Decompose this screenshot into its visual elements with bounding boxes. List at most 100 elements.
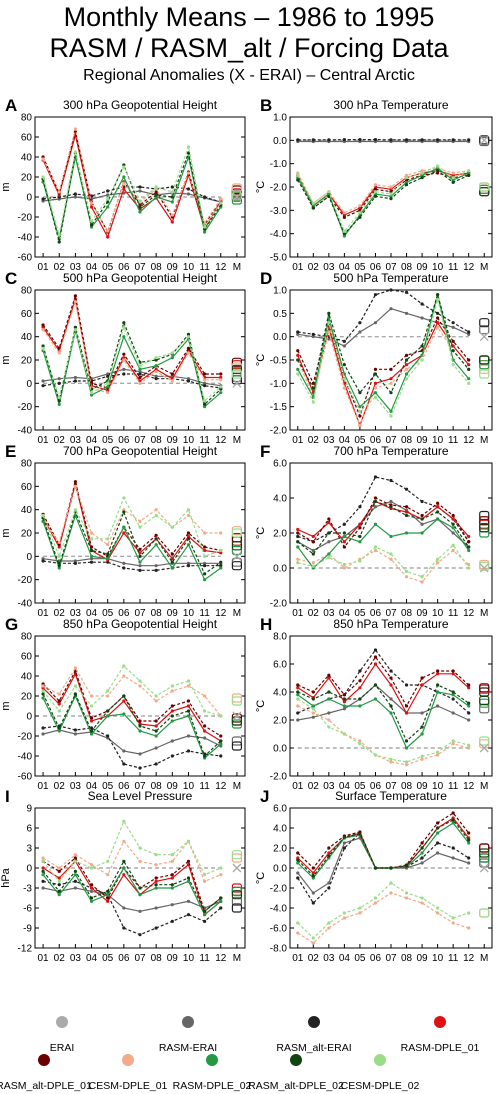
panel-j-ytick-label: -8.0 (270, 944, 288, 955)
panel-e-ytick-label: 40 (21, 505, 33, 516)
panel-h-point-rasm-dple_01 (404, 711, 409, 715)
panel-a-point-rasm-dple_02 (122, 175, 126, 179)
panel-e-ytick-label: 80 (21, 459, 33, 470)
panel-c-point-rasm-dple_02 (138, 367, 142, 371)
panel-f-ytick-label: 4.0 (273, 494, 287, 505)
panel-j-point-cesm-dple_01 (373, 901, 378, 905)
panel-f-point-cesm-dple_01 (311, 561, 315, 565)
panel-g-ytick-label: 40 (21, 672, 33, 683)
panel-j-point-rasm-dple_01 (311, 871, 315, 875)
panel-e-point-cesm-dple_01 (106, 543, 110, 547)
panel-c-point-cesm-dple_02 (73, 328, 77, 332)
panel-g-mean-cesm-dple_02 (231, 696, 243, 706)
panel-a-point-rasm_alt-erai (73, 192, 77, 196)
panel-e-xtick-label: 08 (151, 608, 163, 619)
panel-d-ytick-label: -0.5 (270, 356, 288, 367)
panel-c-point-rasm-dple_01 (106, 388, 110, 392)
panel-e-line-rasm_alt-dple_01 (42, 481, 221, 558)
panel-e-title: 700 hPa Geopotential Height (63, 444, 218, 458)
panel-h-point-cesm-dple_01 (404, 763, 409, 767)
panel-h-point-rasm_alt-dple_02 (311, 697, 315, 701)
panel-h-point-rasm-erai (467, 718, 471, 722)
panel-c-xtick-label: 06 (118, 435, 130, 446)
panel-j-point-rasm-dple_02 (436, 831, 440, 835)
panel-i-point-rasm-dple_02 (73, 873, 77, 877)
panel-c-point-cesm-dple_02 (89, 391, 94, 395)
panel-h-line-rasm-erai (297, 684, 469, 721)
panel-f-ytick-label: 2.0 (273, 529, 287, 540)
panel-e-point-cesm-dple_02 (41, 513, 45, 518)
panel-b-point-rasm_alt-dple_02 (373, 194, 378, 198)
panel-j-mean-erai (479, 863, 489, 873)
panel-i-point-rasm_alt-erai (203, 919, 207, 923)
panel-g-line-rasm_alt-erai (43, 725, 221, 769)
panel-h-point-rasm_alt-erai (451, 697, 455, 701)
panel-g-mean-rasm_alt-erai (231, 741, 243, 751)
panel-g-ytick-label: 20 (21, 692, 33, 703)
panel-g-xtick-label: 09 (167, 781, 179, 792)
panel-g-title: 850 hPa Geopotential Height (63, 617, 218, 631)
panel-c-point-cesm-dple_02 (106, 381, 110, 385)
panel-j-point-cesm-dple_02 (404, 891, 409, 895)
panel-f-mean-rasm_alt-erai (479, 510, 490, 521)
panel-e-point-cesm-dple_02 (57, 554, 61, 558)
panel-h-point-rasm_alt-dple_02 (389, 704, 393, 708)
panel-j-point-cesm-dple_02 (451, 916, 455, 920)
panel-d-letter: D (260, 269, 272, 288)
panel-g-mean-erai (232, 711, 242, 721)
panel-e-point-rasm_alt-erai (106, 560, 110, 564)
panel-f-ytick-label: 0.0 (273, 564, 287, 575)
panel-f-point-rasm_alt-dple_01 (358, 526, 362, 530)
panel-h-point-rasm-dple_02 (467, 704, 471, 708)
panel-j-point-rasm_alt-dple_01 (467, 831, 471, 835)
panel-f-point-rasm_alt-dple_02 (311, 552, 315, 556)
panel-g-line-rasm-dple_01 (42, 672, 222, 742)
panel-j-point-cesm-dple_02 (327, 921, 331, 925)
panel-e-point-rasm_alt-erai (186, 564, 191, 568)
panel-a-xtick-label: M (233, 262, 241, 273)
panel-c-point-rasm-erai (203, 381, 207, 385)
panel-g-point-rasm_alt-dple_02 (57, 726, 61, 730)
panel-f-xtick-label: 10 (432, 608, 444, 619)
panel-i-point-rasm_alt-erai (154, 926, 158, 930)
panel-d-xtick-label: 05 (354, 435, 366, 446)
panel-d-point-rasm-dple_01 (404, 363, 409, 367)
panel-e-xtick-label: 06 (118, 608, 130, 619)
panel-e-point-rasm-dple_01 (203, 548, 207, 553)
panel-d-mean-cesm-dple_02 (479, 369, 490, 379)
panel-g-line-rasm-dple_02 (42, 694, 222, 760)
panel-a-point-rasm-dple_02 (138, 210, 142, 214)
panel-f-point-cesm-dple_01 (404, 575, 409, 579)
panel-g-point-rasm-erai (122, 749, 126, 753)
panel-i-ytick-label: 3 (26, 844, 32, 855)
panel-h-point-rasm-dple_02 (436, 690, 440, 694)
panel-i-xtick-label: 09 (167, 953, 179, 964)
panel-i-point-cesm-dple_02 (219, 866, 223, 870)
panel-d-ytick-label: 0.0 (273, 332, 287, 343)
panel-h-mean-rasm_alt-dple_01 (479, 683, 490, 693)
panel-g-point-cesm-dple_01 (170, 689, 174, 693)
panel-b-ytick-label: -3.0 (270, 206, 288, 217)
panel-i-point-rasm_alt-dple_02 (122, 859, 126, 863)
panel-f-title: 700 hPa Temperature (333, 444, 449, 458)
panel-h-point-rasm-dple_02 (451, 693, 455, 697)
panel-f-point-rasm_alt-dple_01 (467, 540, 471, 544)
panel-a-point-rasm_alt-erai (138, 185, 142, 189)
panel-d-mean-rasm-erai (479, 325, 490, 335)
panel-b-line-rasm_alt-dple_02 (297, 170, 469, 235)
panel-h-point-rasm-erai (451, 711, 455, 715)
panel-g-ytick-label: -40 (18, 752, 33, 763)
panel-i-mean-cesm-dple_02 (231, 850, 243, 860)
panel-e-ytick-label: 60 (21, 482, 33, 493)
panel-c-line-rasm_alt-dple_01 (42, 295, 221, 389)
panel-a-point-cesm-dple_02 (57, 233, 61, 237)
panel-b-ytick-label: 0.0 (273, 136, 287, 147)
panel-e-point-rasm_alt-dple_01 (186, 531, 191, 535)
panel-h-point-rasm-dple_02 (342, 704, 346, 708)
panel-e-point-rasm_alt-dple_01 (203, 545, 207, 549)
panel-h-point-rasm-dple_01 (342, 700, 346, 704)
panel-j-point-cesm-dple_01 (311, 941, 315, 945)
panel-b-mean-rasm-dple_02 (479, 184, 490, 194)
panel-i-point-rasm_alt-dple_02 (186, 876, 191, 880)
